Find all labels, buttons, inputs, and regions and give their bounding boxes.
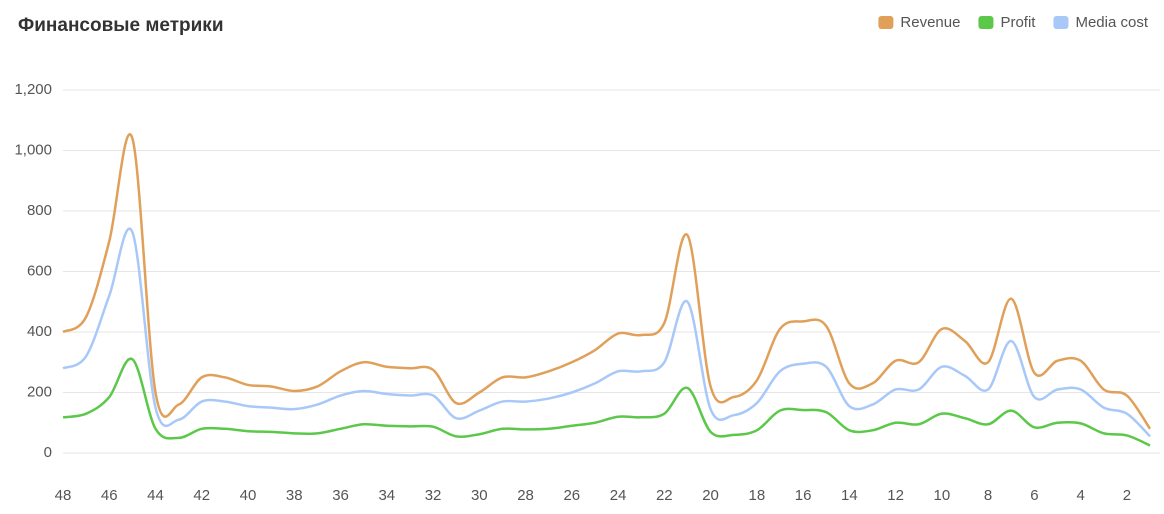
series-line (62, 133, 1152, 430)
legend-label: Media cost (1075, 14, 1148, 31)
y-tick-label: 600 (27, 262, 52, 279)
x-tick-label: 12 (887, 487, 904, 504)
x-tick-label: 28 (517, 487, 534, 504)
x-tick-label: 18 (748, 487, 765, 504)
x-tick-label: 48 (55, 487, 72, 504)
y-tick-label: 0 (44, 444, 52, 461)
x-tick-label: 38 (286, 487, 303, 504)
x-tick-label: 36 (332, 487, 349, 504)
x-tick-label: 4 (1076, 487, 1084, 504)
x-tick-label: 40 (240, 487, 257, 504)
x-tick-label: 42 (193, 487, 210, 504)
series-line (62, 357, 1151, 447)
legend-label: Profit (1000, 14, 1036, 31)
legend-label: Revenue (900, 14, 960, 31)
x-tick-label: 34 (378, 487, 395, 504)
y-tick-label: 1,000 (14, 141, 52, 158)
x-tick-label: 26 (563, 487, 580, 504)
legend-swatch (1053, 16, 1069, 29)
x-tick-label: 2 (1123, 487, 1131, 504)
x-tick-label: 10 (934, 487, 951, 504)
x-tick-label: 22 (656, 487, 673, 504)
y-tick-label: 1,200 (14, 81, 52, 98)
y-tick-label: 800 (27, 202, 52, 219)
legend-swatch (978, 16, 994, 29)
x-tick-label: 20 (702, 487, 719, 504)
x-tick-label: 44 (147, 487, 164, 504)
x-tick-label: 6 (1030, 487, 1038, 504)
x-tick-label: 24 (610, 487, 627, 504)
series-line (62, 227, 1151, 438)
chart-title: Финансовые метрики (18, 15, 224, 36)
x-tick-label: 14 (841, 487, 858, 504)
y-tick-label: 400 (27, 323, 52, 340)
x-tick-label: 8 (984, 487, 992, 504)
legend-swatch (878, 16, 894, 29)
x-tick-label: 30 (471, 487, 488, 504)
y-tick-label: 200 (27, 383, 52, 400)
x-tick-label: 16 (795, 487, 812, 504)
x-tick-label: 32 (425, 487, 442, 504)
x-tick-label: 46 (101, 487, 118, 504)
